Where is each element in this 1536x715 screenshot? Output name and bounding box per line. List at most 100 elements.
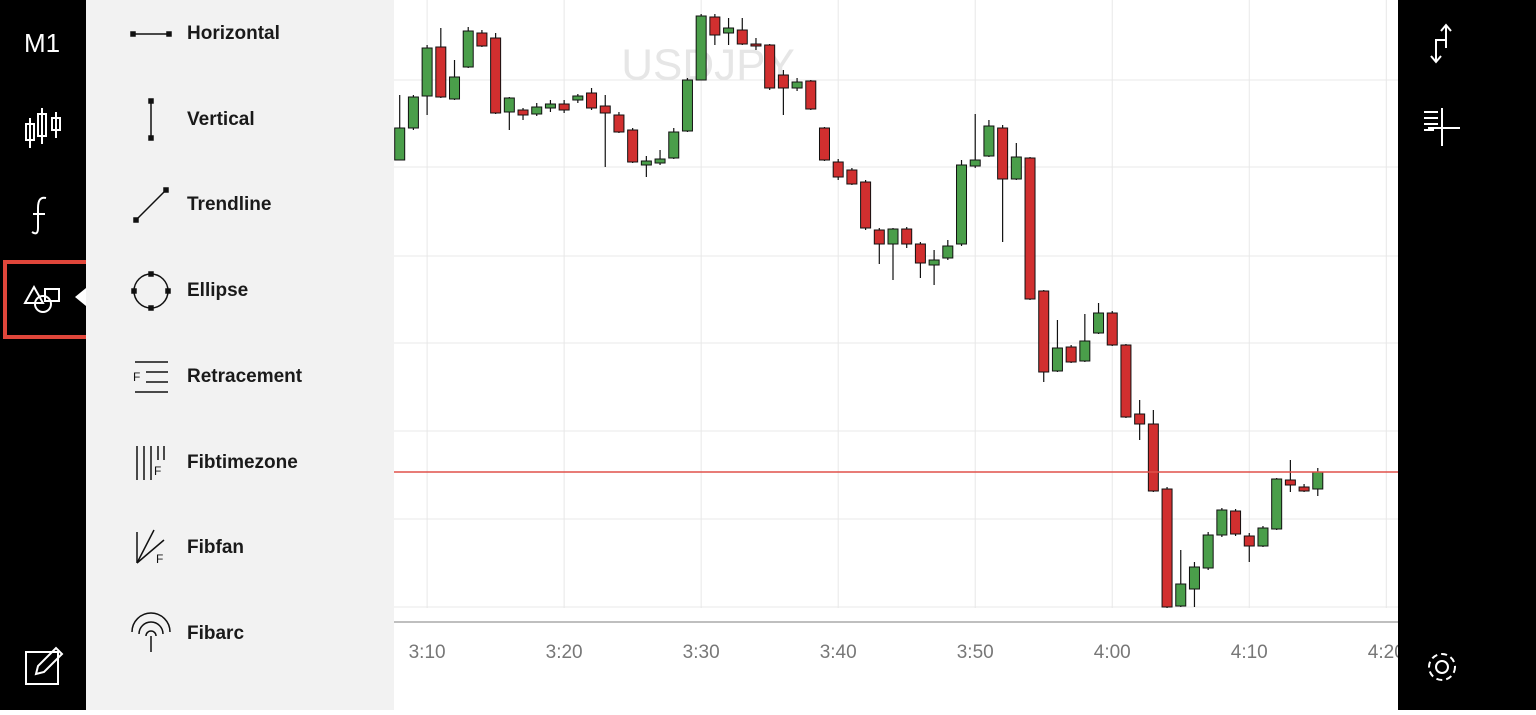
- selected-highlight: [3, 260, 86, 339]
- candle-body: [901, 228, 913, 245]
- svg-text:F: F: [154, 464, 161, 478]
- candle-body: [1147, 423, 1159, 492]
- candle-body: [723, 27, 735, 34]
- tool-item[interactable]: Horizontal: [187, 23, 280, 44]
- candle-body: [1051, 347, 1063, 372]
- ellipse-icon: [131, 271, 171, 311]
- tool-item[interactable]: Fibfan: [187, 537, 244, 559]
- candle-body: [1093, 312, 1105, 334]
- candle-body: [1065, 346, 1077, 363]
- candle-body: [805, 80, 817, 110]
- tool-item[interactable]: Vertical: [187, 108, 255, 130]
- candle-body: [969, 159, 981, 167]
- candle-body: [695, 15, 707, 81]
- fibtimezone-icon: F: [136, 446, 165, 480]
- candle-body: [791, 81, 803, 89]
- candle-body: [1230, 510, 1242, 535]
- candle-body: [1010, 156, 1022, 180]
- candle-body: [572, 95, 584, 101]
- candle-body: [997, 127, 1009, 180]
- settings-icon[interactable]: [1428, 653, 1456, 681]
- candle-body: [942, 245, 954, 259]
- candle-body: [476, 32, 488, 47]
- candle-body: [983, 125, 995, 157]
- candle-body: [1188, 566, 1200, 590]
- candle-body: [709, 16, 721, 36]
- candle-body: [1024, 157, 1036, 300]
- candle-body: [777, 74, 789, 89]
- edit-icon[interactable]: [25, 646, 64, 685]
- candle-body: [1271, 478, 1283, 530]
- candle-body: [750, 43, 762, 47]
- candle-body: [1079, 340, 1091, 362]
- candle-body: [1284, 479, 1296, 486]
- candle-body: [1120, 344, 1132, 418]
- candle-body: [462, 30, 474, 68]
- x-tick-label: 3:20: [546, 642, 583, 663]
- candle-body: [818, 127, 830, 161]
- x-tick-label: 4:00: [1094, 642, 1131, 663]
- candles: [394, 14, 1324, 608]
- candle-body: [517, 109, 529, 116]
- candle-body: [928, 259, 940, 266]
- selection-pointer: [75, 288, 86, 306]
- x-tick-label: 3:30: [683, 642, 720, 663]
- retracement-icon: F: [133, 361, 168, 393]
- candle-body: [435, 46, 447, 98]
- candle-body: [599, 105, 611, 114]
- tool-item[interactable]: Trendline: [187, 194, 272, 216]
- candle-body: [613, 114, 625, 133]
- tool-icons: F F F: [130, 31, 172, 652]
- candle-body: [956, 164, 968, 245]
- candle-body: [627, 129, 639, 163]
- vertical-grid: [426, 0, 1387, 608]
- right-toolbar: [1398, 0, 1536, 710]
- toolbar-icons: [3, 108, 86, 685]
- candle-body: [764, 44, 776, 89]
- x-tick-label: 3:40: [820, 642, 857, 663]
- timeframe[interactable]: M1: [23, 28, 61, 58]
- candle-body: [654, 158, 666, 164]
- drawing-tools-panel: F F F Horizontal Vertical Trendline Ellipse…: [86, 0, 394, 710]
- chart-type-icon[interactable]: [25, 108, 61, 148]
- candle-body: [407, 96, 419, 129]
- left-toolbar: M1: [0, 0, 86, 710]
- candle-body: [846, 169, 858, 185]
- candle-body: [1134, 413, 1146, 425]
- vertical-icon: [148, 98, 154, 141]
- candle-body: [544, 103, 556, 109]
- candle-body: [736, 29, 748, 45]
- right-icons: [1424, 23, 1460, 681]
- candle-body: [681, 79, 693, 132]
- drawing-tools-icon[interactable]: [23, 284, 60, 313]
- horizontal-icon: [130, 31, 172, 37]
- candle-body: [1161, 488, 1173, 608]
- candle-body: [531, 106, 543, 115]
- candle-body: [394, 127, 406, 161]
- candle-body: [1257, 527, 1269, 547]
- candle-body: [586, 92, 598, 109]
- candle-body: [668, 131, 680, 159]
- candle-body: [449, 76, 461, 100]
- crosshair-icon[interactable]: [1424, 108, 1460, 146]
- candle-body: [1202, 534, 1214, 569]
- svg-text:F: F: [133, 370, 140, 384]
- candle-body: [1216, 509, 1228, 536]
- candle-body: [503, 97, 515, 113]
- tool-item[interactable]: Ellipse: [187, 280, 249, 302]
- candle-body: [490, 37, 502, 114]
- fibfan-icon: F: [136, 529, 165, 566]
- tool-item[interactable]: Fibarc: [187, 622, 245, 644]
- trendline-icon: [133, 187, 169, 223]
- x-tick-label: 3:50: [957, 642, 994, 663]
- chart: USDJPY 3:103:203:303:403:504:004:104:20: [394, 0, 1398, 663]
- flip-icon[interactable]: [1430, 23, 1452, 64]
- candle-body: [887, 228, 899, 245]
- candle-body: [914, 243, 926, 264]
- tool-item[interactable]: Fibtimezone: [187, 451, 298, 473]
- tool-item[interactable]: Retracement: [187, 365, 303, 387]
- indicator-icon[interactable]: [31, 196, 47, 235]
- x-tick-label: 4:20: [1368, 642, 1398, 663]
- candle-body: [1106, 312, 1118, 346]
